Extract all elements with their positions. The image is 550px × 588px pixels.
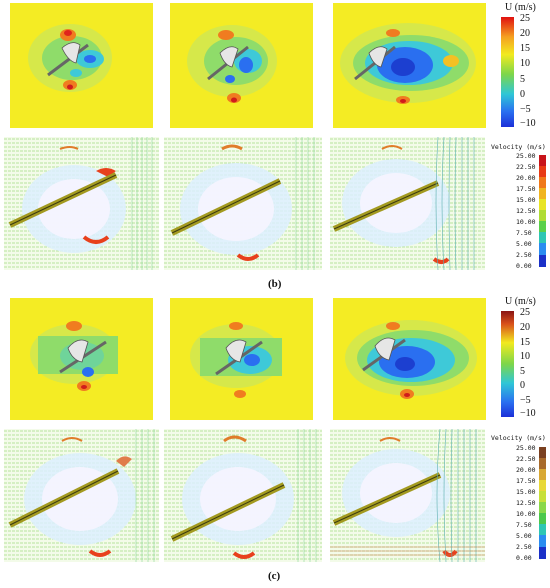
caption-c: (c)	[268, 570, 281, 582]
colorbar-velocity-tick: 25.00	[516, 444, 536, 452]
colorbar-u-tick: 5	[520, 366, 525, 377]
colorbar-velocity-tick: 25.00	[516, 152, 536, 160]
vector-panel-c3	[330, 429, 485, 562]
colorbar-velocity-tick: 5.00	[516, 532, 532, 540]
colorbar-u-tick: 10	[520, 58, 530, 69]
colorbar-u-tick: 5	[520, 74, 525, 85]
colorbar-velocity-title-c: Velocity (m/s)	[491, 434, 546, 442]
colorbar-u-c	[501, 311, 514, 417]
colorbar-velocity-tick: 22.50	[516, 455, 536, 463]
colorbar-u-tick: 15	[520, 337, 530, 348]
colorbar-velocity-tick: 15.00	[516, 196, 536, 204]
colorbar-u-tick: 25	[520, 13, 530, 24]
vector-panel-b3	[330, 137, 485, 270]
colorbar-velocity-c	[539, 447, 546, 559]
colorbar-velocity-tick: 5.00	[516, 240, 532, 248]
colorbar-velocity-tick: 20.00	[516, 466, 536, 474]
colorbar-u-tick: 0	[520, 380, 525, 391]
colorbar-velocity-title-b: Velocity (m/s)	[491, 143, 546, 151]
contour-panel-b2	[170, 3, 313, 128]
colorbar-u-tick: 20	[520, 322, 530, 333]
vector-panel-c2	[164, 429, 322, 562]
colorbar-velocity-tick: 17.50	[516, 185, 536, 193]
vector-panel-b1	[4, 137, 159, 270]
caption-b: (b)	[268, 278, 282, 290]
colorbar-u-tick: −10	[520, 408, 536, 419]
colorbar-velocity-tick: 12.50	[516, 499, 536, 507]
colorbar-velocity-b	[539, 155, 546, 267]
colorbar-u-tick: 10	[520, 351, 530, 362]
colorbar-u-tick: 25	[520, 307, 530, 318]
contour-panel-c3	[333, 298, 486, 420]
colorbar-velocity-tick: 17.50	[516, 477, 536, 485]
colorbar-velocity-tick: 0.00	[516, 262, 532, 270]
colorbar-u-tick: 0	[520, 89, 525, 100]
colorbar-velocity-tick: 2.50	[516, 543, 532, 551]
contour-panel-b1	[10, 3, 153, 128]
colorbar-velocity-tick: 12.50	[516, 207, 536, 215]
colorbar-u-tick: −10	[520, 118, 536, 129]
colorbar-u-tick: 15	[520, 43, 530, 54]
vector-panel-b2	[164, 137, 322, 270]
colorbar-u-title-b: U (m/s)	[505, 2, 536, 13]
colorbar-velocity-tick: 0.00	[516, 554, 532, 562]
colorbar-velocity-tick: 20.00	[516, 174, 536, 182]
colorbar-velocity-tick: 10.00	[516, 510, 536, 518]
contour-panel-c2	[170, 298, 313, 420]
colorbar-velocity-tick: 7.50	[516, 521, 532, 529]
colorbar-u-tick: −5	[520, 395, 531, 406]
vector-panel-c1	[4, 429, 159, 562]
colorbar-u-title-c: U (m/s)	[505, 296, 536, 307]
colorbar-velocity-tick: 2.50	[516, 251, 532, 259]
colorbar-velocity-tick: 10.00	[516, 218, 536, 226]
colorbar-velocity-tick: 22.50	[516, 163, 536, 171]
colorbar-u-b	[501, 17, 514, 127]
colorbar-u-tick: 20	[520, 28, 530, 39]
colorbar-u-tick: −5	[520, 104, 531, 115]
colorbar-velocity-tick: 7.50	[516, 229, 532, 237]
contour-panel-c1	[10, 298, 153, 420]
colorbar-velocity-tick: 15.00	[516, 488, 536, 496]
contour-panel-b3	[333, 3, 486, 128]
